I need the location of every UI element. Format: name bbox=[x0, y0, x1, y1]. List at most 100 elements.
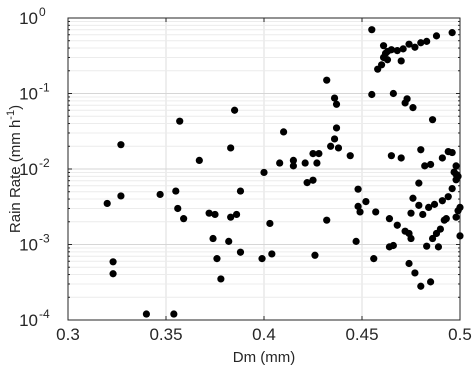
data-point bbox=[217, 275, 225, 283]
data-point bbox=[427, 160, 435, 169]
data-point bbox=[225, 237, 233, 245]
data-point bbox=[432, 229, 441, 238]
data-point bbox=[385, 215, 394, 223]
data-point bbox=[419, 210, 427, 219]
data-point bbox=[205, 209, 213, 217]
y-tick-label-exponent: -4 bbox=[39, 307, 50, 321]
data-point bbox=[211, 210, 219, 219]
data-point bbox=[103, 199, 111, 208]
y-tick-label-base: 10 bbox=[19, 160, 38, 179]
data-point bbox=[266, 219, 274, 228]
y-tick-label: 10 bbox=[19, 311, 38, 330]
data-point bbox=[227, 144, 235, 152]
data-points bbox=[103, 26, 464, 318]
data-point bbox=[399, 45, 407, 53]
data-point bbox=[195, 156, 203, 164]
data-point bbox=[383, 56, 392, 64]
x-tick-label: 0.3 bbox=[56, 325, 80, 344]
data-point bbox=[172, 187, 180, 195]
data-point bbox=[332, 124, 341, 132]
data-point bbox=[428, 116, 437, 124]
data-point bbox=[415, 201, 423, 209]
data-point bbox=[289, 156, 297, 164]
data-point bbox=[109, 258, 117, 266]
data-point bbox=[268, 250, 276, 258]
data-point bbox=[368, 90, 376, 99]
y-tick-label-base: 10 bbox=[19, 311, 38, 330]
data-point bbox=[356, 208, 364, 216]
data-point bbox=[180, 215, 188, 223]
data-point bbox=[213, 255, 221, 263]
y-tick-label-base: 10 bbox=[19, 9, 38, 28]
data-point bbox=[142, 310, 150, 318]
data-point bbox=[362, 198, 370, 206]
data-point bbox=[438, 154, 446, 162]
data-point bbox=[309, 149, 317, 158]
data-point bbox=[393, 47, 401, 55]
data-point bbox=[444, 193, 452, 201]
data-point bbox=[428, 234, 437, 243]
y-axis-label-main: Rain Rate (mm h bbox=[7, 120, 24, 233]
y-tick-label-exponent: -2 bbox=[39, 156, 50, 170]
data-point bbox=[409, 194, 417, 202]
data-point bbox=[452, 213, 460, 221]
data-point bbox=[209, 234, 217, 243]
y-axis-label: Rain Rate (mm h-1) bbox=[5, 105, 24, 233]
data-point bbox=[434, 243, 443, 251]
data-point bbox=[260, 168, 268, 177]
x-tick-label: 0.5 bbox=[448, 325, 472, 344]
data-point bbox=[417, 282, 425, 290]
x-tick-label: 0.45 bbox=[345, 325, 378, 344]
y-tick-label: 10 bbox=[19, 9, 38, 28]
data-point bbox=[389, 89, 397, 98]
data-point bbox=[417, 39, 425, 47]
data-point bbox=[346, 152, 354, 160]
x-tick-label: 0.4 bbox=[252, 325, 276, 344]
data-point bbox=[411, 269, 419, 277]
data-point bbox=[405, 259, 413, 268]
y-tick-label: 10 bbox=[19, 85, 38, 104]
data-point bbox=[354, 185, 362, 193]
data-point bbox=[397, 154, 405, 162]
data-point bbox=[334, 144, 343, 152]
data-point bbox=[378, 61, 386, 69]
data-point bbox=[423, 242, 431, 250]
data-point bbox=[387, 46, 395, 54]
data-point bbox=[236, 248, 245, 256]
data-point bbox=[379, 42, 388, 50]
y-tick-label-exponent: -1 bbox=[39, 81, 50, 95]
data-point bbox=[332, 100, 341, 108]
data-point bbox=[397, 57, 405, 65]
data-point bbox=[454, 207, 462, 215]
data-point bbox=[327, 142, 335, 150]
data-point bbox=[432, 32, 441, 40]
y-tick-label: 10 bbox=[19, 160, 38, 179]
data-point bbox=[438, 197, 446, 205]
data-point bbox=[448, 185, 456, 193]
data-point bbox=[456, 232, 464, 240]
data-point bbox=[323, 216, 331, 224]
data-point bbox=[401, 227, 409, 235]
data-point bbox=[156, 190, 164, 199]
data-point bbox=[452, 170, 460, 178]
data-point bbox=[330, 94, 339, 102]
x-tick-labels: 0.3 0.35 0.4 0.45 0.5 bbox=[56, 325, 472, 344]
data-point bbox=[227, 213, 235, 221]
data-point bbox=[407, 209, 415, 217]
data-point bbox=[403, 95, 411, 103]
data-point bbox=[440, 216, 448, 224]
data-point bbox=[448, 29, 456, 37]
data-point bbox=[415, 179, 423, 187]
data-point bbox=[117, 192, 125, 200]
data-point bbox=[303, 179, 311, 187]
data-point bbox=[311, 251, 319, 259]
data-point bbox=[313, 159, 321, 167]
data-point bbox=[117, 141, 125, 149]
data-point bbox=[176, 117, 184, 125]
data-point bbox=[323, 76, 331, 84]
data-point bbox=[409, 104, 417, 112]
data-point bbox=[109, 270, 117, 278]
